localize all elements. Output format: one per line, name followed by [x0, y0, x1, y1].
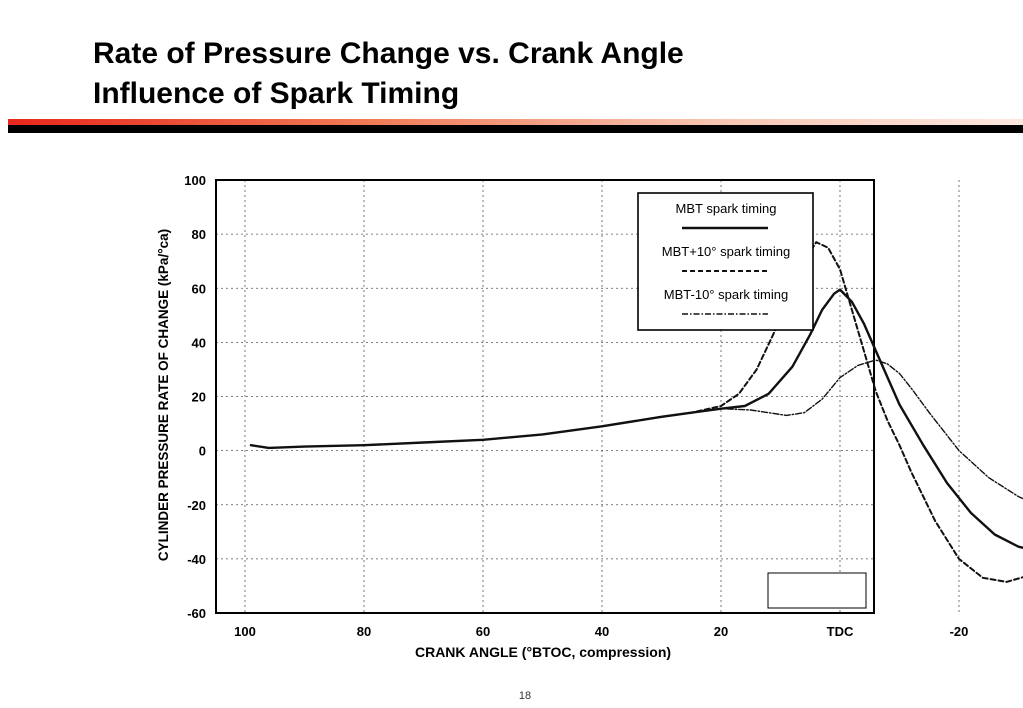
- title-rule-gradient: [8, 119, 1023, 129]
- x-axis-label: CRANK ANGLE (°BTOC, compression): [415, 644, 671, 660]
- x-tick-label: TDC: [827, 624, 854, 639]
- chart-grid: [216, 180, 960, 613]
- y-tick-label: -20: [187, 498, 206, 513]
- y-tick-label: 60: [192, 281, 206, 296]
- axis-ticks: 10080604020TDC-20-40-60-80-1001008060402…: [184, 173, 969, 639]
- series-line-mbt-10-spark-timing: [601, 241, 1023, 583]
- x-tick-label: -20: [950, 624, 969, 639]
- series-line-mbt-spark-timing: [249, 288, 1023, 549]
- y-tick-label: 100: [184, 173, 206, 188]
- y-tick-label: 40: [192, 335, 206, 350]
- chart-legend: MBT spark timing MBT+10° spark timing MBT-…: [637, 192, 814, 331]
- series-line-mbt-10-spark-timing: [601, 359, 1023, 500]
- slide-title: Rate of Pressure Change vs. Crank Angle …: [93, 34, 684, 114]
- y-tick-label: -40: [187, 552, 206, 567]
- y-axis-label: CYLINDER PRESSURE RATE OF CHANGE (kPa/°c…: [156, 229, 171, 561]
- y-tick-label: 0: [199, 444, 206, 459]
- x-tick-label: 40: [595, 624, 609, 639]
- legend-label: MBT-10° spark timing: [664, 287, 788, 302]
- legend-box: [637, 192, 814, 331]
- blank-box: [767, 572, 867, 609]
- y-tick-label: 20: [192, 390, 206, 405]
- plot-frame: [215, 179, 875, 614]
- x-tick-label: 20: [714, 624, 728, 639]
- y-tick-label: 80: [192, 227, 206, 242]
- x-tick-label: 60: [476, 624, 490, 639]
- chart-series: [249, 241, 1023, 583]
- title-line-2: Influence of Spark Timing: [93, 77, 460, 110]
- page-number: 18: [518, 690, 532, 702]
- legend-label: MBT+10° spark timing: [662, 244, 790, 259]
- legend-label: MBT spark timing: [676, 201, 777, 216]
- title-rule-black: [8, 125, 1023, 133]
- title-line-1: Rate of Pressure Change vs. Crank Angle: [93, 37, 684, 70]
- y-tick-label: -60: [187, 606, 206, 621]
- x-tick-label: 80: [357, 624, 371, 639]
- x-tick-label: 100: [234, 624, 256, 639]
